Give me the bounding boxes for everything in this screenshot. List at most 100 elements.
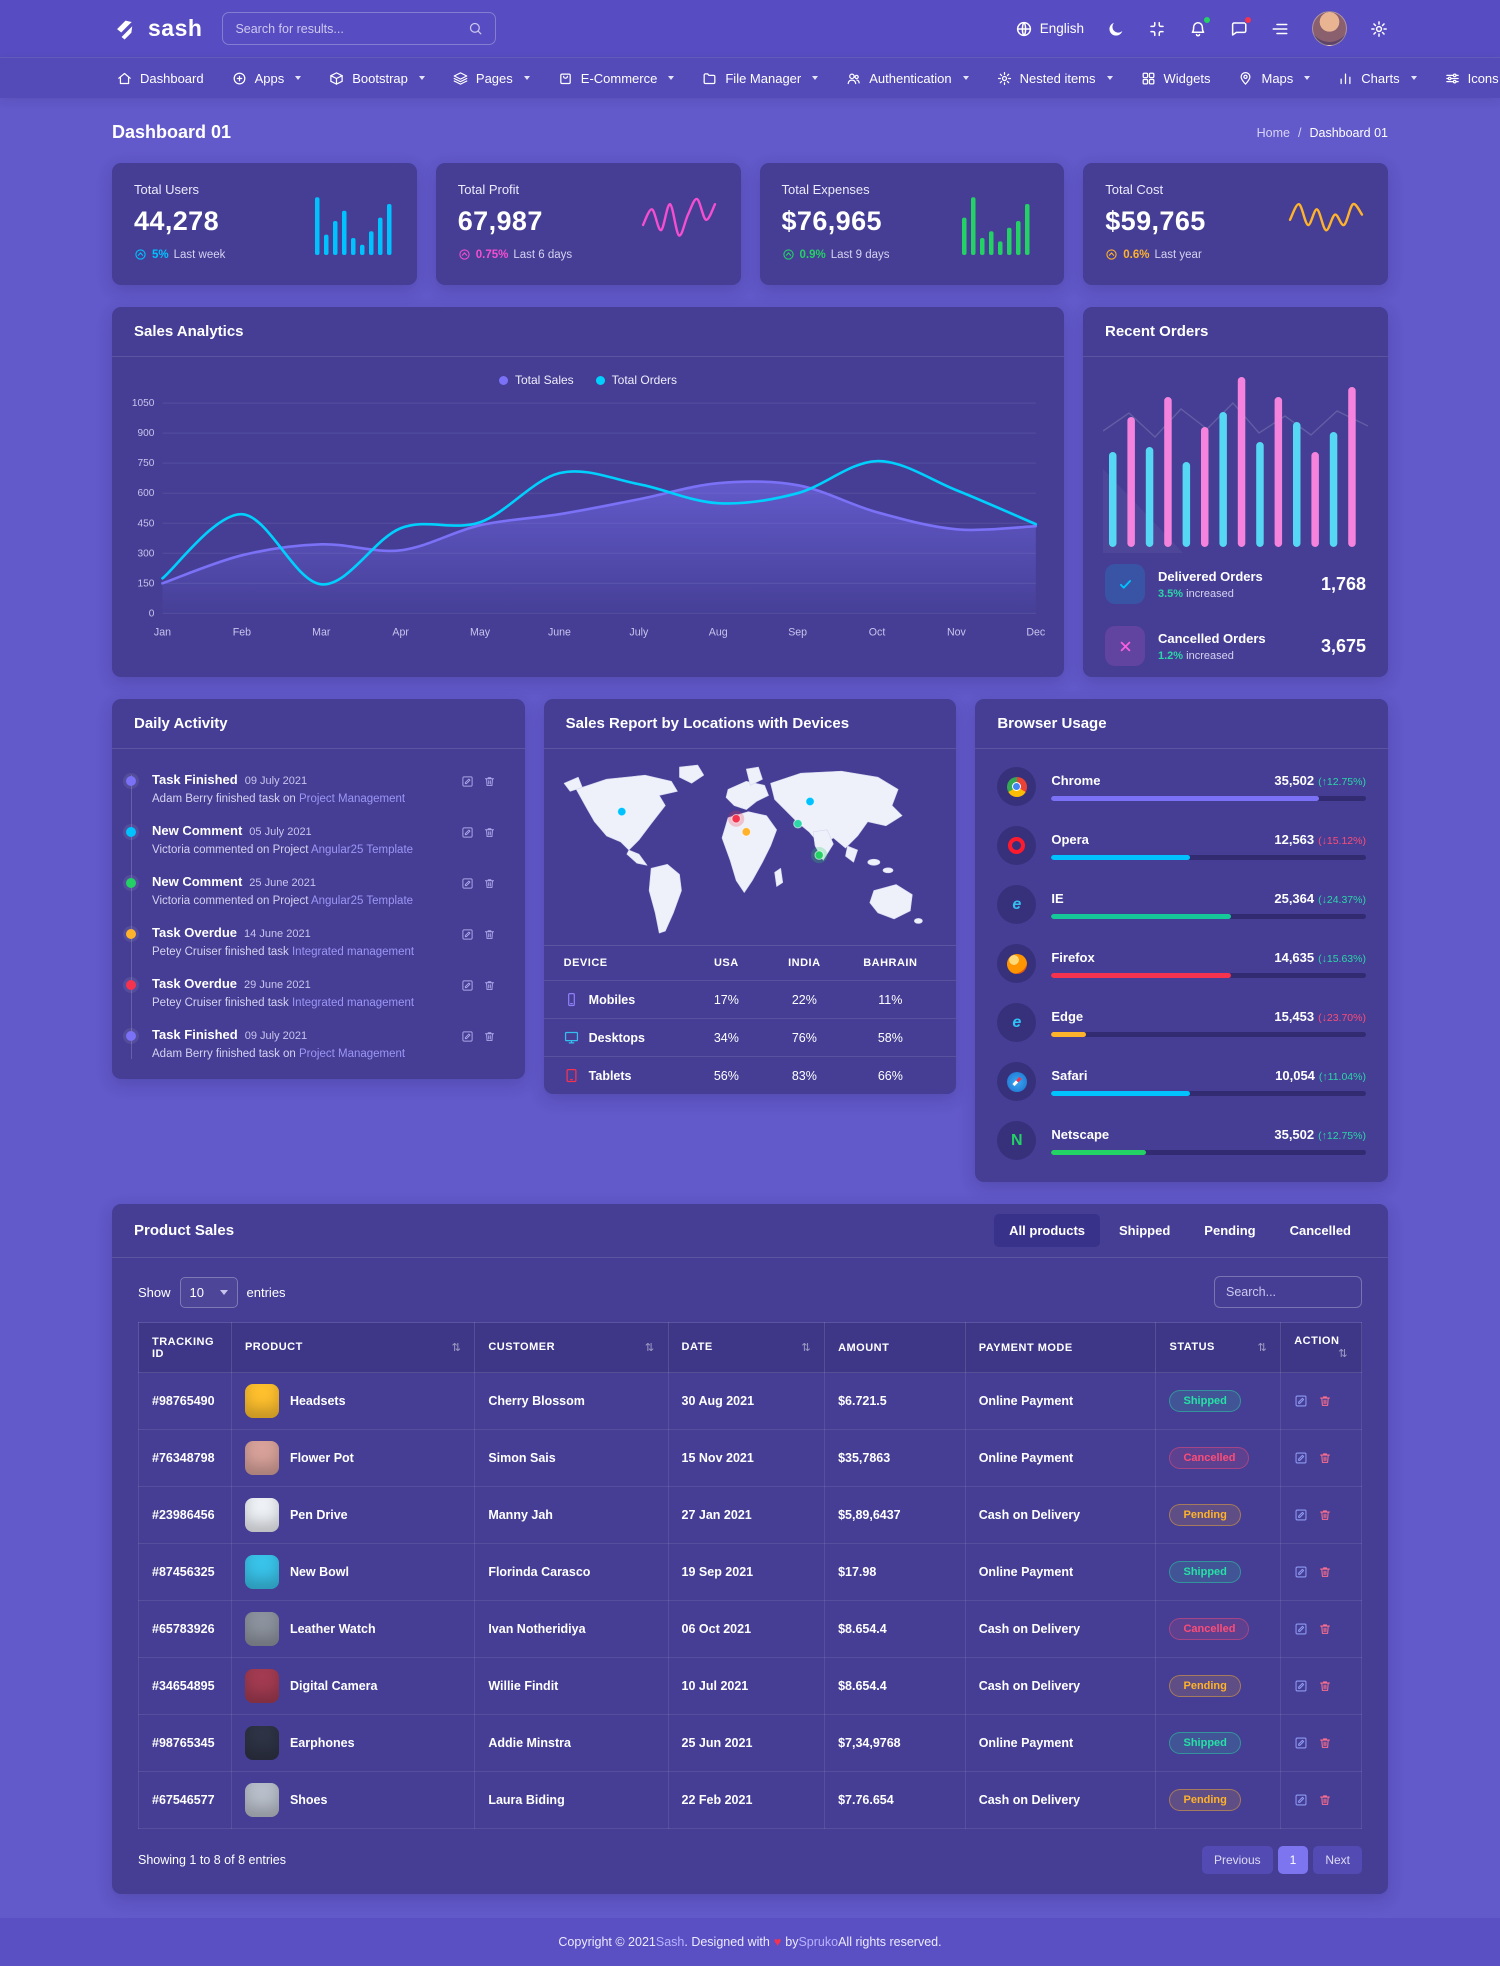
legend-item-total-sales[interactable]: Total Sales	[498, 373, 574, 387]
delete-button[interactable]	[1318, 1622, 1332, 1636]
chevron-down-icon	[1304, 76, 1311, 80]
nav-item-maps[interactable]: Maps	[1225, 64, 1323, 93]
legend-item-total-orders[interactable]: Total Orders	[595, 373, 677, 387]
nav-item-nested-items[interactable]: Nested items	[984, 64, 1126, 93]
sort-icon[interactable]: ⇅	[1257, 1342, 1268, 1354]
tab-pending[interactable]: Pending	[1204, 1223, 1256, 1238]
next-page-button[interactable]: Next	[1313, 1846, 1362, 1874]
edit-button[interactable]	[1294, 1508, 1308, 1522]
nav-item-authentication[interactable]: Authentication	[833, 64, 981, 93]
delete-button[interactable]	[1318, 1793, 1332, 1807]
sidebar-toggle[interactable]	[1271, 20, 1289, 38]
activity-link[interactable]: Integrated management	[291, 946, 415, 958]
edit-button[interactable]	[1294, 1394, 1308, 1408]
activity-title: New Comment 05 July 2021	[152, 823, 312, 838]
sort-icon[interactable]: ⇅	[1338, 1348, 1348, 1360]
delete-button[interactable]	[1318, 1736, 1332, 1750]
delete-button[interactable]	[1318, 1565, 1332, 1579]
activity-link[interactable]: Project Management	[299, 1048, 406, 1060]
delete-button[interactable]	[483, 1030, 496, 1043]
nav-item-charts[interactable]: Charts	[1325, 64, 1429, 93]
edit-button[interactable]	[461, 775, 474, 788]
entries-select[interactable]: 10	[179, 1276, 238, 1308]
edit-button[interactable]	[1294, 1793, 1308, 1807]
nav-item-icons[interactable]: Icons	[1432, 64, 1500, 93]
edit-button[interactable]	[461, 979, 474, 992]
delete-button[interactable]	[483, 877, 496, 890]
product-thumbnail	[244, 1498, 279, 1532]
page-number-button[interactable]: 1	[1277, 1846, 1309, 1874]
breadcrumb-home-link[interactable]: Home	[1256, 125, 1290, 140]
x-icon	[1120, 641, 1130, 651]
edit-button[interactable]	[1294, 1679, 1308, 1693]
delete-button[interactable]	[483, 826, 496, 839]
browser-value: 35,502	[1274, 1126, 1315, 1142]
edit-button[interactable]	[1294, 1622, 1308, 1636]
activity-link[interactable]: Integrated management	[291, 997, 415, 1009]
entries-control: Show 10 entries	[138, 1276, 286, 1308]
top-header: sash English	[0, 0, 1500, 57]
table-search-input[interactable]	[1214, 1276, 1362, 1308]
fullscreen-toggle[interactable]	[1148, 20, 1166, 38]
svg-text:July: July	[629, 627, 649, 639]
status-badge: Shipped	[1169, 1390, 1241, 1412]
nav-item-widgets[interactable]: Widgets	[1128, 64, 1224, 93]
cell-payment-mode: Online Payment	[964, 1429, 1157, 1487]
nav-item-pages[interactable]: Pages	[440, 64, 543, 93]
messages-button[interactable]	[1230, 15, 1252, 38]
activity-link[interactable]: Angular25 Template	[310, 895, 414, 907]
trend-icon	[135, 249, 146, 260]
edit-button[interactable]	[1294, 1736, 1308, 1750]
nav-item-file-manager[interactable]: File Manager	[689, 64, 831, 93]
edit-icon	[1295, 1452, 1307, 1464]
edit-button[interactable]	[461, 928, 474, 941]
search-icon[interactable]	[468, 21, 483, 36]
browser-row-safari: Safari 10,054 (↑11.04%)	[975, 1052, 1388, 1111]
sort-icon[interactable]: ⇅	[644, 1342, 655, 1354]
tab-shipped[interactable]: Shipped	[1119, 1223, 1171, 1238]
activity-link[interactable]: Project Management	[299, 793, 406, 805]
delete-button[interactable]	[1318, 1394, 1332, 1408]
user-avatar[interactable]	[1312, 11, 1347, 46]
delete-button[interactable]	[483, 979, 496, 992]
delete-button[interactable]	[1318, 1508, 1332, 1522]
footer-author-link[interactable]: Spruko	[798, 1935, 839, 1949]
notifications-button[interactable]	[1189, 15, 1211, 38]
tab-all-products[interactable]: All products	[994, 1214, 1101, 1247]
activity-title: Task Overdue 29 June 2021	[152, 976, 311, 991]
delete-button[interactable]	[483, 928, 496, 941]
dark-mode-toggle[interactable]	[1107, 20, 1125, 38]
edit-button[interactable]	[1294, 1565, 1308, 1579]
cell-date: 27 Jan 2021	[667, 1486, 826, 1544]
pagination: Previous 1 Next	[1201, 1846, 1362, 1874]
tab-cancelled[interactable]: Cancelled	[1289, 1223, 1351, 1238]
browser-delta: (↑12.75%)	[1318, 775, 1366, 788]
breadcrumb: Home / Dashboard 01	[1257, 126, 1388, 140]
browser-progress	[1051, 795, 1366, 801]
edit-button[interactable]	[461, 826, 474, 839]
edit-button[interactable]	[461, 1030, 474, 1043]
edit-button[interactable]	[461, 877, 474, 890]
previous-page-button[interactable]: Previous	[1201, 1846, 1273, 1874]
nav-item-apps[interactable]: Apps	[219, 64, 315, 93]
search-input[interactable]	[235, 21, 469, 36]
app-logo[interactable]: sash	[112, 15, 202, 42]
sort-icon[interactable]: ⇅	[801, 1342, 812, 1354]
sort-icon[interactable]: ⇅	[451, 1342, 462, 1354]
edit-button[interactable]	[1294, 1451, 1308, 1465]
stat-value: $76,965	[781, 206, 882, 236]
nav-item-dashboard[interactable]: Dashboard	[104, 64, 217, 93]
nav-item-e-commerce[interactable]: E-Commerce	[545, 64, 688, 93]
activity-link[interactable]: Angular25 Template	[310, 844, 414, 856]
delete-button[interactable]	[1318, 1451, 1332, 1465]
cell-customer: Cherry Blossom	[474, 1372, 669, 1430]
settings-button[interactable]	[1370, 20, 1388, 38]
delete-button[interactable]	[1318, 1679, 1332, 1693]
device-bahrain-value: 58%	[877, 1030, 903, 1045]
nav-item-bootstrap[interactable]: Bootstrap	[316, 64, 438, 93]
language-switcher[interactable]: English	[1015, 20, 1084, 38]
delete-button[interactable]	[483, 775, 496, 788]
global-search[interactable]	[222, 12, 497, 45]
activity-item: Task Finished 09 July 2021 Adam Berry fin…	[126, 763, 507, 814]
footer-brand-link[interactable]: Sash	[655, 1935, 685, 1949]
